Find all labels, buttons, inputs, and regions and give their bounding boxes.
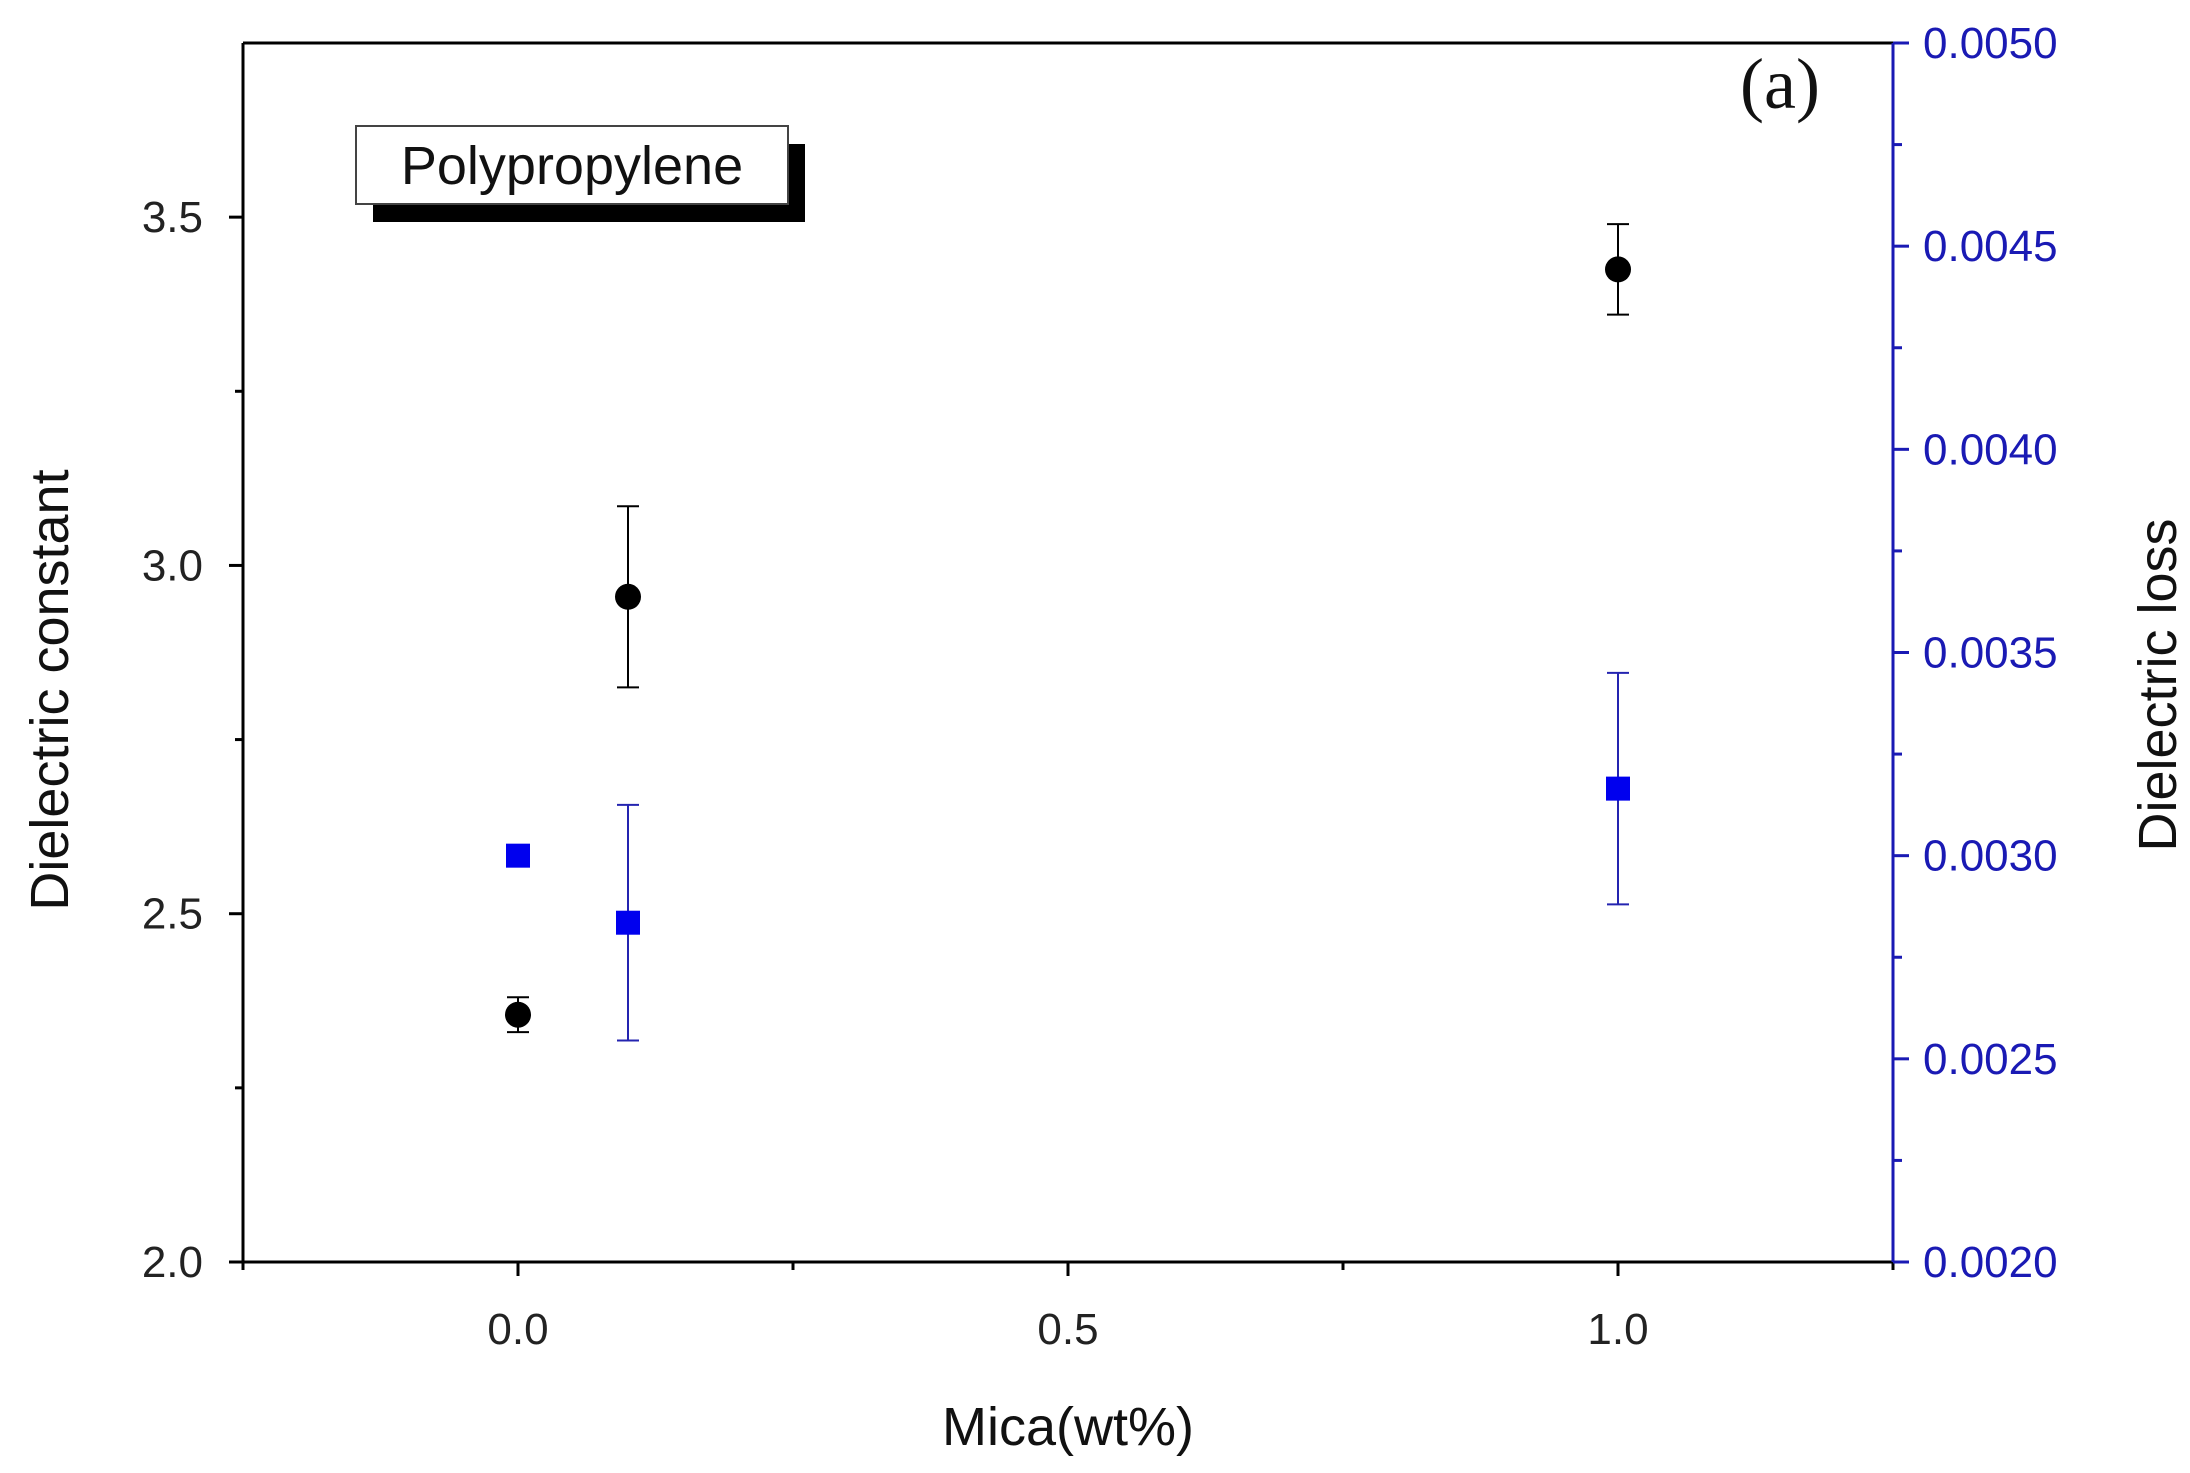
left-y-tick-label: 3.0 — [142, 541, 203, 590]
left-axis-title: Dielectric constant — [20, 469, 80, 910]
right-y-tick-label: 0.0025 — [1923, 1035, 2058, 1084]
right-y-tick-label: 0.0030 — [1923, 832, 2058, 881]
plot-area — [243, 43, 1893, 1262]
axes-layer: 0.0 0.5 1.0 2.0 2.5 3.0 3.5 0.0020 0.0025 0.0030 0… — [142, 19, 2058, 1354]
panel-label: (a) — [1740, 44, 1820, 124]
x-axis-title: Mica(wt%) — [942, 1397, 1194, 1457]
x-tick-label: 0.5 — [1037, 1305, 1098, 1354]
x-tick-label: 1.0 — [1587, 1305, 1648, 1354]
annotation-box: Polypropylene — [355, 125, 805, 222]
data-point-circle — [615, 583, 641, 610]
right-axis-title: Dielectric loss — [2128, 518, 2188, 851]
right-y-tick-label: 0.0040 — [1923, 425, 2058, 474]
data-point-circle — [1605, 256, 1631, 283]
left-y-tick-label: 2.5 — [142, 890, 203, 939]
annotation-frame — [355, 125, 789, 205]
annotation-text: Polypropylene — [401, 136, 743, 196]
data-point-square — [1606, 776, 1630, 801]
data-point-square — [616, 910, 640, 935]
data-point-circle — [505, 1001, 531, 1028]
left-y-tick-label: 3.5 — [142, 193, 203, 242]
right-y-tick-label: 0.0045 — [1923, 222, 2058, 271]
right-y-tick-label: 0.0020 — [1923, 1238, 2058, 1287]
right-y-tick-label: 0.0050 — [1923, 19, 2058, 68]
left-y-tick-label: 2.0 — [142, 1238, 203, 1287]
x-tick-label: 0.0 — [487, 1305, 548, 1354]
data-point-square — [506, 843, 530, 868]
right-y-tick-label: 0.0035 — [1923, 629, 2058, 678]
marks-layer — [505, 223, 1631, 1042]
